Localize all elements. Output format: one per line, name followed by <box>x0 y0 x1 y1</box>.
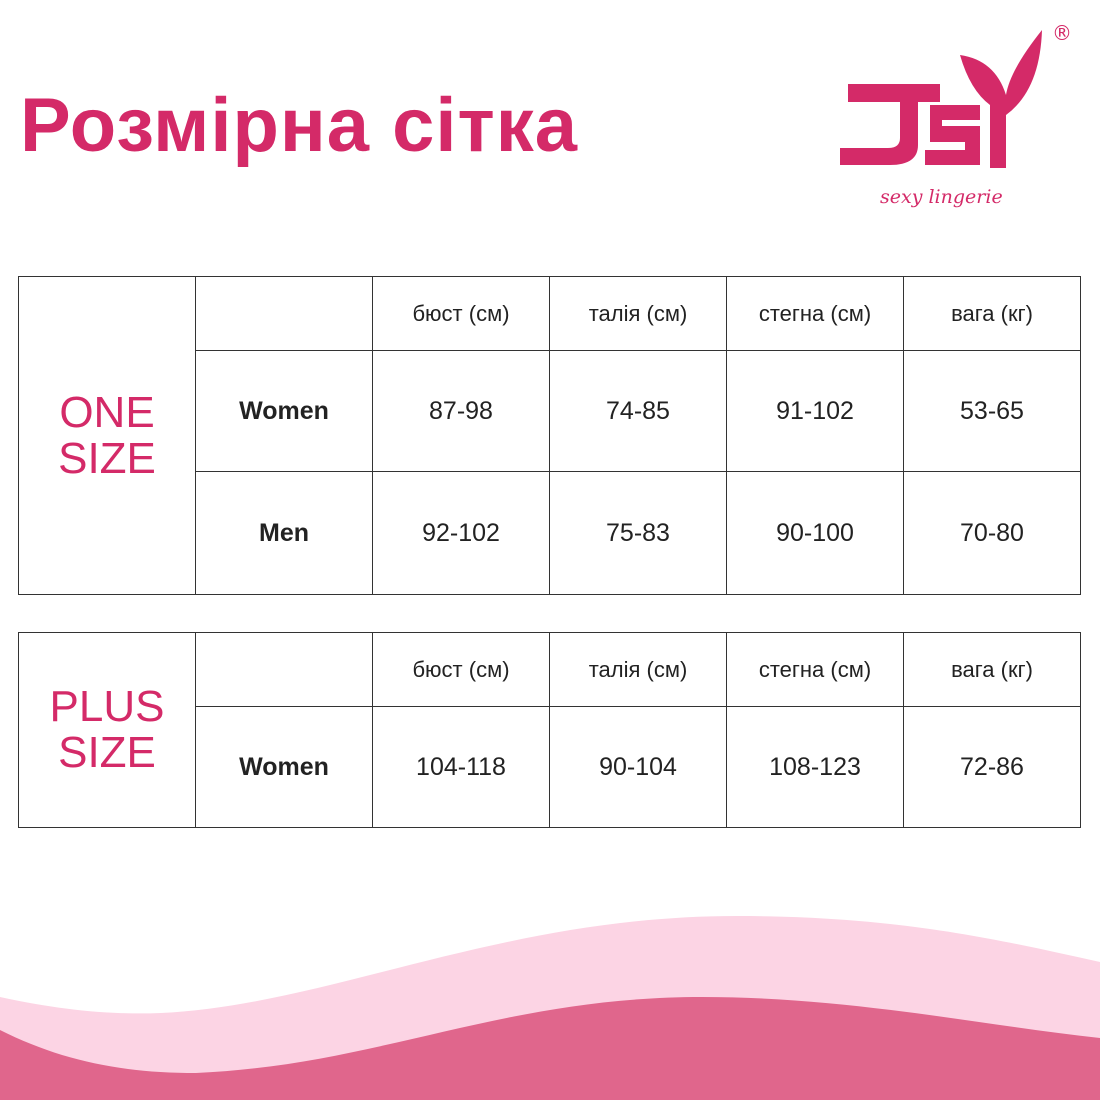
one-size-table: ONE SIZE бюст (см) талія (см) стегна (см)… <box>18 276 1081 595</box>
header-hips: стегна (см) <box>726 632 904 707</box>
row-label: Women <box>195 350 373 472</box>
cell: 53-65 <box>903 350 1081 472</box>
header-weight: вага (кг) <box>903 632 1081 707</box>
cell: 87-98 <box>372 350 550 472</box>
empty-header <box>195 632 373 707</box>
cell: 104-118 <box>372 706 550 828</box>
cell: 72-86 <box>903 706 1081 828</box>
empty-header <box>195 276 373 351</box>
decorative-waves <box>0 916 1100 1100</box>
cell: 108-123 <box>726 706 904 828</box>
group-label: PLUS SIZE <box>18 632 196 828</box>
page-title: Розмірна сітка <box>20 83 579 168</box>
header-bust: бюст (см) <box>372 632 550 707</box>
registered-mark: ® <box>1052 21 1072 45</box>
header-waist: талія (см) <box>549 276 727 351</box>
cell: 70-80 <box>903 471 1081 595</box>
plus-size-table: PLUS SIZE бюст (см) талія (см) стегна (см… <box>18 632 1081 828</box>
jsy-logo: ® sexy lingerie <box>840 21 1072 208</box>
group-label: ONE SIZE <box>18 276 196 595</box>
cell: 91-102 <box>726 350 904 472</box>
wave-dark <box>0 997 1100 1100</box>
logo-tagline: sexy lingerie <box>880 186 1003 208</box>
cell: 74-85 <box>549 350 727 472</box>
header-waist: талія (см) <box>549 632 727 707</box>
header-bust: бюст (см) <box>372 276 550 351</box>
header-weight: вага (кг) <box>903 276 1081 351</box>
table-row: Men 92-102 75-83 90-100 70-80 <box>19 471 1081 595</box>
cell: 90-100 <box>726 471 904 595</box>
cell: 75-83 <box>549 471 727 595</box>
header-hips: стегна (см) <box>726 276 904 351</box>
row-label: Women <box>195 706 373 828</box>
row-label: Men <box>195 471 373 595</box>
cell: 90-104 <box>549 706 727 828</box>
cell: 92-102 <box>372 471 550 595</box>
table-row: Women 104-118 90-104 108-123 72-86 <box>19 706 1081 828</box>
